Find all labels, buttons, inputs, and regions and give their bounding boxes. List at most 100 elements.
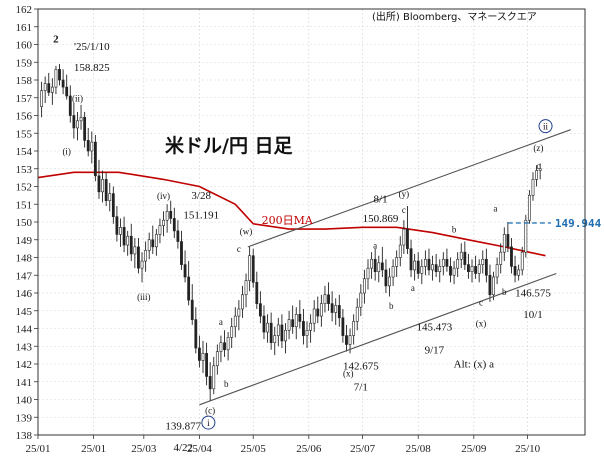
candle-body — [538, 168, 542, 171]
candle — [101, 170, 104, 203]
candle — [276, 317, 280, 347]
candle-body — [506, 234, 510, 248]
candle — [244, 273, 248, 308]
candle-body — [176, 230, 180, 242]
y-tick-label: 160 — [16, 40, 33, 52]
candle — [423, 250, 427, 276]
candle — [352, 314, 356, 345]
candle — [104, 172, 108, 207]
circled-label-text: ii — [543, 122, 549, 132]
candle-body — [334, 305, 338, 313]
candle — [61, 69, 65, 95]
candle — [162, 211, 165, 237]
candle-body — [212, 365, 216, 390]
candle — [370, 252, 373, 279]
annotation-label: 3/28 — [191, 190, 211, 202]
candle-body — [269, 322, 273, 343]
candle — [452, 261, 456, 285]
y-tick-label: 155 — [16, 128, 33, 140]
candle — [377, 255, 381, 283]
candle — [93, 135, 97, 182]
candle-body — [499, 251, 503, 265]
candle-body — [158, 225, 162, 235]
candle — [427, 248, 431, 276]
circle-mark — [538, 119, 553, 134]
candle — [510, 237, 513, 274]
candle-body — [273, 335, 277, 344]
annotation-label: (w) — [240, 226, 253, 236]
candle — [97, 159, 101, 199]
candle-body — [298, 313, 302, 322]
annotation-label: b — [502, 287, 507, 297]
candle-body — [79, 116, 83, 122]
candle-body — [294, 313, 298, 328]
candle — [219, 335, 223, 363]
candle-body — [172, 218, 176, 232]
candle-body — [198, 347, 201, 361]
candle-body — [111, 193, 115, 217]
candle-body — [129, 235, 133, 255]
candle-body — [348, 335, 352, 345]
candle-body — [104, 179, 108, 201]
candle-body — [373, 258, 377, 272]
plot-frame — [37, 8, 586, 436]
candle-body — [137, 246, 140, 269]
candle-body — [40, 90, 43, 107]
candle — [72, 103, 76, 139]
candle-body — [309, 322, 313, 331]
candle-body — [90, 141, 94, 152]
annotation-label: (i) — [62, 147, 71, 157]
candle — [47, 72, 51, 96]
candle-body — [205, 353, 208, 377]
candle-body — [291, 319, 295, 328]
candle-body — [535, 170, 538, 180]
candle — [319, 294, 323, 327]
candle — [413, 253, 417, 281]
candle-body — [495, 264, 499, 278]
candle-body — [233, 315, 237, 328]
annotation-label: 151.191 — [183, 209, 219, 221]
annotation-label: 2 — [53, 34, 59, 46]
candle — [172, 207, 176, 238]
candle — [86, 127, 90, 157]
candle-body — [380, 262, 384, 271]
candlesticks — [40, 64, 542, 402]
candle-body — [319, 303, 323, 317]
annotation-label: c — [536, 161, 540, 171]
candle-body — [223, 342, 226, 351]
candle-body — [65, 86, 69, 97]
y-tick-label: 145 — [16, 306, 33, 318]
x-tick-label: 25/06 — [296, 443, 322, 455]
candle — [528, 190, 531, 224]
candle-body — [68, 95, 72, 116]
candle-body — [352, 321, 356, 336]
candle — [441, 252, 445, 276]
annotation-label: (ii) — [72, 93, 83, 103]
candle — [187, 261, 191, 306]
candle — [305, 321, 309, 349]
candle — [513, 255, 517, 283]
candle — [237, 300, 241, 331]
candle — [129, 223, 133, 262]
candle-body — [86, 140, 90, 152]
candle — [388, 268, 391, 297]
candle — [273, 326, 277, 356]
annotation-label: 146.575 — [515, 288, 551, 300]
y-tick-label: 152 — [16, 182, 33, 194]
candle-body — [101, 179, 104, 193]
candle — [230, 317, 234, 349]
candle-body — [312, 308, 316, 324]
circled-wave-label: i — [201, 415, 216, 430]
candle — [208, 362, 212, 402]
candle — [456, 252, 460, 278]
candle — [531, 172, 535, 201]
candle-body — [165, 211, 169, 221]
candle-body — [384, 269, 388, 287]
annotation-label: Alt: (x) a — [454, 359, 494, 371]
candle-body — [144, 250, 148, 262]
candle-body — [481, 258, 485, 265]
y-tick-label: 148 — [16, 253, 33, 265]
candle-body — [115, 216, 119, 235]
y-tick-label: 139 — [16, 412, 33, 424]
y-tick-label: 144 — [16, 324, 33, 336]
